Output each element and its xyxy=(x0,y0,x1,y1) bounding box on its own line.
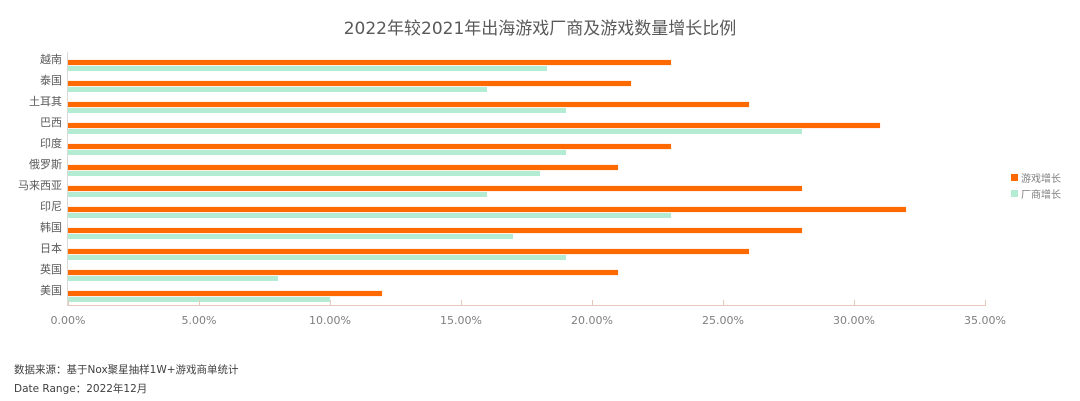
category-label: 美国 xyxy=(40,284,62,297)
legend: 游戏增长 厂商增长 xyxy=(1011,169,1061,201)
x-tick-label: 10.00% xyxy=(309,314,351,327)
category-label: 越南 xyxy=(40,53,62,66)
y-axis-line xyxy=(67,52,68,306)
category-label: 巴西 xyxy=(40,116,62,129)
legend-swatch-makers xyxy=(1011,189,1018,197)
x-tick-mark xyxy=(68,300,69,305)
x-tick-label: 15.00% xyxy=(440,314,482,327)
category-label: 韩国 xyxy=(40,221,62,234)
bar-makers xyxy=(68,150,566,155)
category-row: 巴西 xyxy=(0,116,1080,137)
chart-title: 2022年较2021年出海游戏厂商及游戏数量增长比例 xyxy=(343,19,737,39)
bar-makers xyxy=(68,297,330,302)
bar-makers xyxy=(68,87,488,92)
bar-makers xyxy=(68,234,514,239)
bar-makers xyxy=(68,276,278,281)
category-label: 俄罗斯 xyxy=(29,158,62,171)
bar-games xyxy=(68,228,802,233)
category-row: 韩国 xyxy=(0,221,1080,242)
bar-makers xyxy=(68,192,488,197)
category-label: 泰国 xyxy=(40,74,62,87)
x-tick-mark xyxy=(199,300,200,305)
x-tick-label: 30.00% xyxy=(833,314,875,327)
x-tick-label: 5.00% xyxy=(181,314,217,327)
category-row: 马来西亚 xyxy=(0,179,1080,200)
bar-games xyxy=(68,207,907,212)
category-row: 印尼 xyxy=(0,200,1080,221)
bar-games xyxy=(68,270,619,275)
bar-makers xyxy=(68,108,566,113)
x-tick-mark xyxy=(723,300,724,305)
category-row: 泰国 xyxy=(0,74,1080,95)
legend-swatch-games xyxy=(1011,173,1018,181)
data-source-note: 数据来源：基于Nox聚星抽样1W+游戏商单统计 xyxy=(14,364,239,376)
legend-item-makers: 厂商增长 xyxy=(1011,185,1061,201)
x-tick-mark xyxy=(854,300,855,305)
legend-label-makers: 厂商增长 xyxy=(1021,189,1061,201)
legend-item-games: 游戏增长 xyxy=(1011,169,1061,185)
x-axis-line xyxy=(68,305,986,306)
bar-games xyxy=(68,123,881,128)
x-tick-mark xyxy=(330,300,331,305)
date-range-note: Date Range：2022年12月 xyxy=(14,383,148,395)
category-row: 印度 xyxy=(0,137,1080,158)
bar-games xyxy=(68,165,619,170)
bar-games xyxy=(68,291,383,296)
bar-games xyxy=(68,144,671,149)
bar-games xyxy=(68,60,671,65)
category-label: 印尼 xyxy=(40,200,62,213)
bar-games xyxy=(68,81,632,86)
x-tick-label: 25.00% xyxy=(702,314,744,327)
bar-makers xyxy=(68,213,671,218)
bar-makers xyxy=(68,66,548,71)
bar-makers xyxy=(68,171,540,176)
bar-makers xyxy=(68,255,566,260)
category-label: 土耳其 xyxy=(29,95,62,108)
category-label: 印度 xyxy=(40,137,62,150)
category-row: 英国 xyxy=(0,263,1080,284)
category-label: 马来西亚 xyxy=(18,179,62,192)
category-row: 美国 xyxy=(0,284,1080,305)
x-tick-mark xyxy=(985,300,986,305)
x-tick-mark xyxy=(461,300,462,305)
x-tick-label: 20.00% xyxy=(571,314,613,327)
bar-games xyxy=(68,102,750,107)
category-row: 俄罗斯 xyxy=(0,158,1080,179)
category-row: 土耳其 xyxy=(0,95,1080,116)
bar-makers xyxy=(68,129,802,134)
category-row: 日本 xyxy=(0,242,1080,263)
x-tick-label: 0.00% xyxy=(50,314,86,327)
bar-games xyxy=(68,186,802,191)
legend-label-games: 游戏增长 xyxy=(1021,173,1061,185)
category-label: 日本 xyxy=(40,242,62,255)
category-label: 英国 xyxy=(40,263,62,276)
bar-games xyxy=(68,249,750,254)
x-tick-label: 35.00% xyxy=(964,314,1006,327)
category-row: 越南 xyxy=(0,53,1080,74)
x-tick-mark xyxy=(592,300,593,305)
